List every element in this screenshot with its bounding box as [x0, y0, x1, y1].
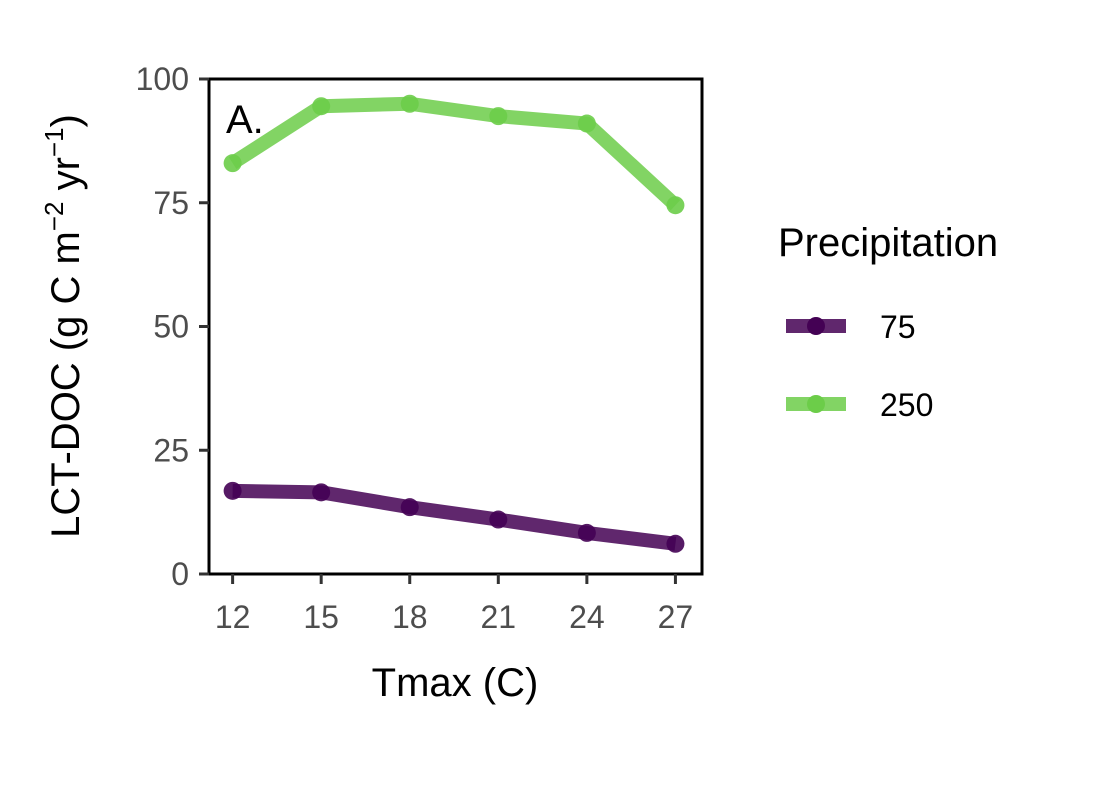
data-point-250: [489, 107, 508, 126]
series-line-250: [228, 96, 681, 211]
panel-label: A.: [226, 98, 264, 142]
legend-key-point-250: [807, 395, 825, 413]
data-point-75: [400, 498, 419, 517]
legend-label-75: 75: [880, 309, 916, 345]
data-point-75: [489, 510, 508, 529]
data-point-75: [312, 483, 331, 502]
y-axis: 0 25 50 75 100: [136, 61, 209, 592]
data-point-75: [577, 523, 596, 542]
x-axis: 12 15 18 21 24 27: [215, 574, 693, 635]
data-point-250: [666, 196, 685, 215]
x-tick-label: 12: [215, 599, 251, 635]
y-tick-label: 0: [171, 556, 189, 592]
x-tick-label: 27: [658, 599, 694, 635]
legend-label-250: 250: [880, 387, 933, 423]
y-tick-label: 75: [153, 185, 189, 221]
legend: Precipitation 75 250: [778, 221, 998, 423]
x-tick-label: 18: [392, 599, 428, 635]
data-point-250: [577, 114, 596, 133]
y-axis-title-main: LCT-DOC (g C m: [44, 231, 88, 538]
y-axis-title-exp1: −2: [39, 202, 69, 232]
y-tick-label: 50: [153, 309, 189, 345]
data-point-250: [400, 94, 419, 113]
x-tick-label: 24: [569, 599, 605, 635]
series-line-75: [232, 483, 677, 551]
y-axis-title-exp2: −1: [39, 127, 69, 157]
data-point-75: [223, 481, 242, 500]
y-axis-title-end: ): [44, 114, 88, 127]
x-tick-label: 21: [481, 599, 517, 635]
legend-key-point-75: [807, 317, 825, 335]
data-point-75: [666, 534, 685, 553]
y-axis-title: LCT-DOC (g C m−2 yr−1): [39, 114, 88, 538]
x-tick-label: 15: [303, 599, 339, 635]
plot-area: [223, 94, 685, 553]
y-axis-title-mid: yr: [44, 157, 88, 201]
data-point-250: [223, 154, 242, 173]
x-axis-title: Tmax (C): [372, 661, 539, 705]
data-point-250: [312, 97, 331, 116]
legend-title: Precipitation: [778, 221, 998, 265]
y-tick-label: 100: [136, 61, 189, 97]
y-tick-label: 25: [153, 432, 189, 468]
